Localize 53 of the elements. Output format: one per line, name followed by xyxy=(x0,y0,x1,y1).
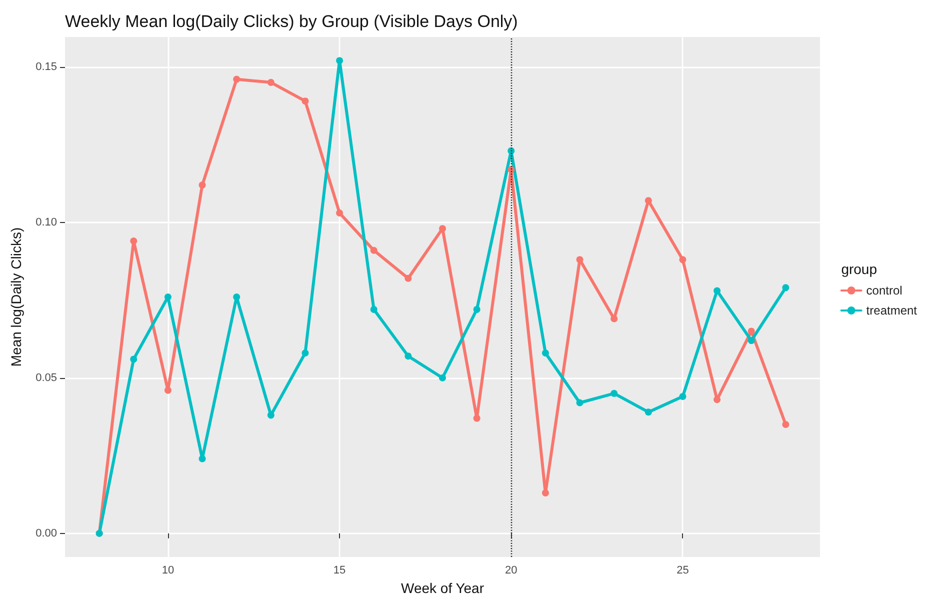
point xyxy=(198,182,206,189)
point xyxy=(542,349,549,356)
point xyxy=(439,374,446,382)
point xyxy=(267,78,274,86)
point xyxy=(267,412,274,419)
point xyxy=(439,225,446,232)
point xyxy=(679,393,686,400)
y-tick-label: 0.05 xyxy=(36,372,57,384)
point xyxy=(610,315,618,322)
x-tick-label: 10 xyxy=(162,564,174,576)
y-tick-label: 0.00 xyxy=(36,527,57,540)
point xyxy=(233,294,240,300)
legend-label: control xyxy=(866,284,902,298)
legend-label: treatment xyxy=(866,304,918,318)
y-tick-label: 0.10 xyxy=(36,216,57,228)
point xyxy=(130,356,138,363)
point xyxy=(233,76,240,83)
point xyxy=(576,399,584,406)
point xyxy=(302,98,309,105)
point xyxy=(782,284,790,292)
point xyxy=(542,489,549,496)
y-axis-title: Mean log(Daily Clicks) xyxy=(8,227,24,367)
point xyxy=(748,337,755,344)
point xyxy=(714,287,721,294)
point xyxy=(404,274,412,282)
point xyxy=(644,408,652,416)
point xyxy=(130,238,138,245)
point xyxy=(679,256,686,264)
point xyxy=(782,421,790,428)
point xyxy=(198,455,206,462)
point xyxy=(714,396,721,404)
x-tick-label: 15 xyxy=(333,564,346,576)
point xyxy=(370,306,378,313)
point xyxy=(610,390,618,397)
point xyxy=(473,306,480,313)
point xyxy=(302,349,309,356)
point xyxy=(508,166,515,173)
point xyxy=(473,414,480,422)
point xyxy=(644,197,652,204)
x-tick-label: 25 xyxy=(676,564,689,576)
y-tick-label: 0.15 xyxy=(36,60,57,73)
chart-title: Weekly Mean log(Daily Clicks) by Group (Visible Days Only) xyxy=(65,12,518,31)
point xyxy=(164,294,172,300)
point xyxy=(370,246,378,254)
legend-title: group xyxy=(841,261,878,277)
point xyxy=(336,210,344,217)
point xyxy=(336,57,344,64)
point xyxy=(748,328,755,335)
point xyxy=(404,352,412,360)
point xyxy=(576,256,584,264)
x-tick-label: 20 xyxy=(505,564,518,576)
x-axis-title: Week of Year xyxy=(400,580,484,596)
point xyxy=(164,386,172,394)
